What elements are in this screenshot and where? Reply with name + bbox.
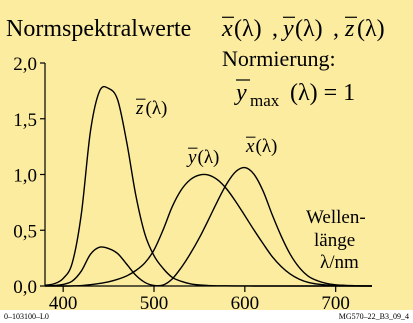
title-function-0-symbol: x	[221, 16, 233, 42]
curve-label-x-symbol: x	[245, 136, 255, 157]
curve-label-y-symbol: y	[186, 147, 197, 168]
chart-svg: Normspektralwerte x (λ), y (λ), z (λ) Normier…	[6, 16, 385, 310]
y-tick-label: 1,5	[13, 110, 37, 131]
y-tick-label: 1,0	[13, 166, 37, 187]
normalization-label: Normierung:	[222, 46, 336, 71]
x-tick-label: 600	[231, 293, 260, 310]
curves	[44, 85, 373, 287]
normalization-equation: y max (λ) = 1	[234, 79, 355, 110]
xlabel-line1: Wellen-	[306, 207, 366, 228]
norm-subscript: max	[250, 91, 280, 110]
x-tick-label: 500	[140, 293, 169, 310]
curve-label-y-arg: (λ)	[198, 147, 220, 168]
curve-labels: z (λ)y (λ)x (λ)	[135, 98, 277, 168]
y-tick-label: 0,5	[13, 221, 37, 242]
title-function-1-arg: (λ)	[295, 16, 323, 42]
title-comma: ,	[272, 16, 278, 42]
chart-title: Normspektralwerte	[6, 16, 191, 42]
series-z-curve	[44, 85, 372, 287]
title-function-2-arg: (λ)	[357, 16, 385, 42]
x-tick-label: 700	[321, 293, 350, 310]
curve-label-x-arg: (λ)	[256, 136, 278, 157]
y-tick-label: 2,0	[13, 54, 37, 75]
series-y-curve	[44, 173, 373, 287]
xlabel-line3: λ/nm	[320, 252, 359, 273]
footer-left: 0–103100–L0	[4, 312, 49, 321]
series-x-curve	[44, 166, 373, 287]
title-function-0-arg: (λ)	[234, 16, 262, 42]
x-tick-label: 400	[49, 293, 78, 310]
title-function-2: z (λ)	[344, 16, 385, 42]
title-function-2-symbol: z	[344, 16, 355, 42]
curve-label-y: y (λ)	[186, 147, 219, 168]
title-functions: x (λ), y (λ), z (λ)	[221, 16, 385, 42]
xlabel-line2: länge	[314, 230, 355, 251]
title-function-1: y (λ)	[281, 16, 323, 42]
y-ticks: 0,0 0,5 1,0 1,5 2,0	[13, 54, 45, 298]
y-tick-label: 0,0	[13, 277, 37, 298]
title-function-0: x (λ)	[221, 16, 262, 42]
curve-label-z: z (λ)	[135, 98, 167, 119]
footer-right: MG570–22_B3_09_4	[338, 312, 409, 321]
title-comma: ,	[333, 16, 339, 42]
curve-label-x: x (λ)	[245, 136, 277, 157]
norm-rhs: (λ) = 1	[290, 80, 355, 106]
curve-label-z-symbol: z	[135, 98, 144, 119]
norm-y-symbol: y	[234, 80, 247, 106]
curve-label-z-arg: (λ)	[146, 98, 168, 119]
title-function-1-symbol: y	[281, 16, 294, 42]
chart-figure: Normspektralwerte x (λ), y (λ), z (λ) Normier…	[0, 0, 413, 310]
x-ticks: 400 500 600 700	[49, 286, 350, 310]
